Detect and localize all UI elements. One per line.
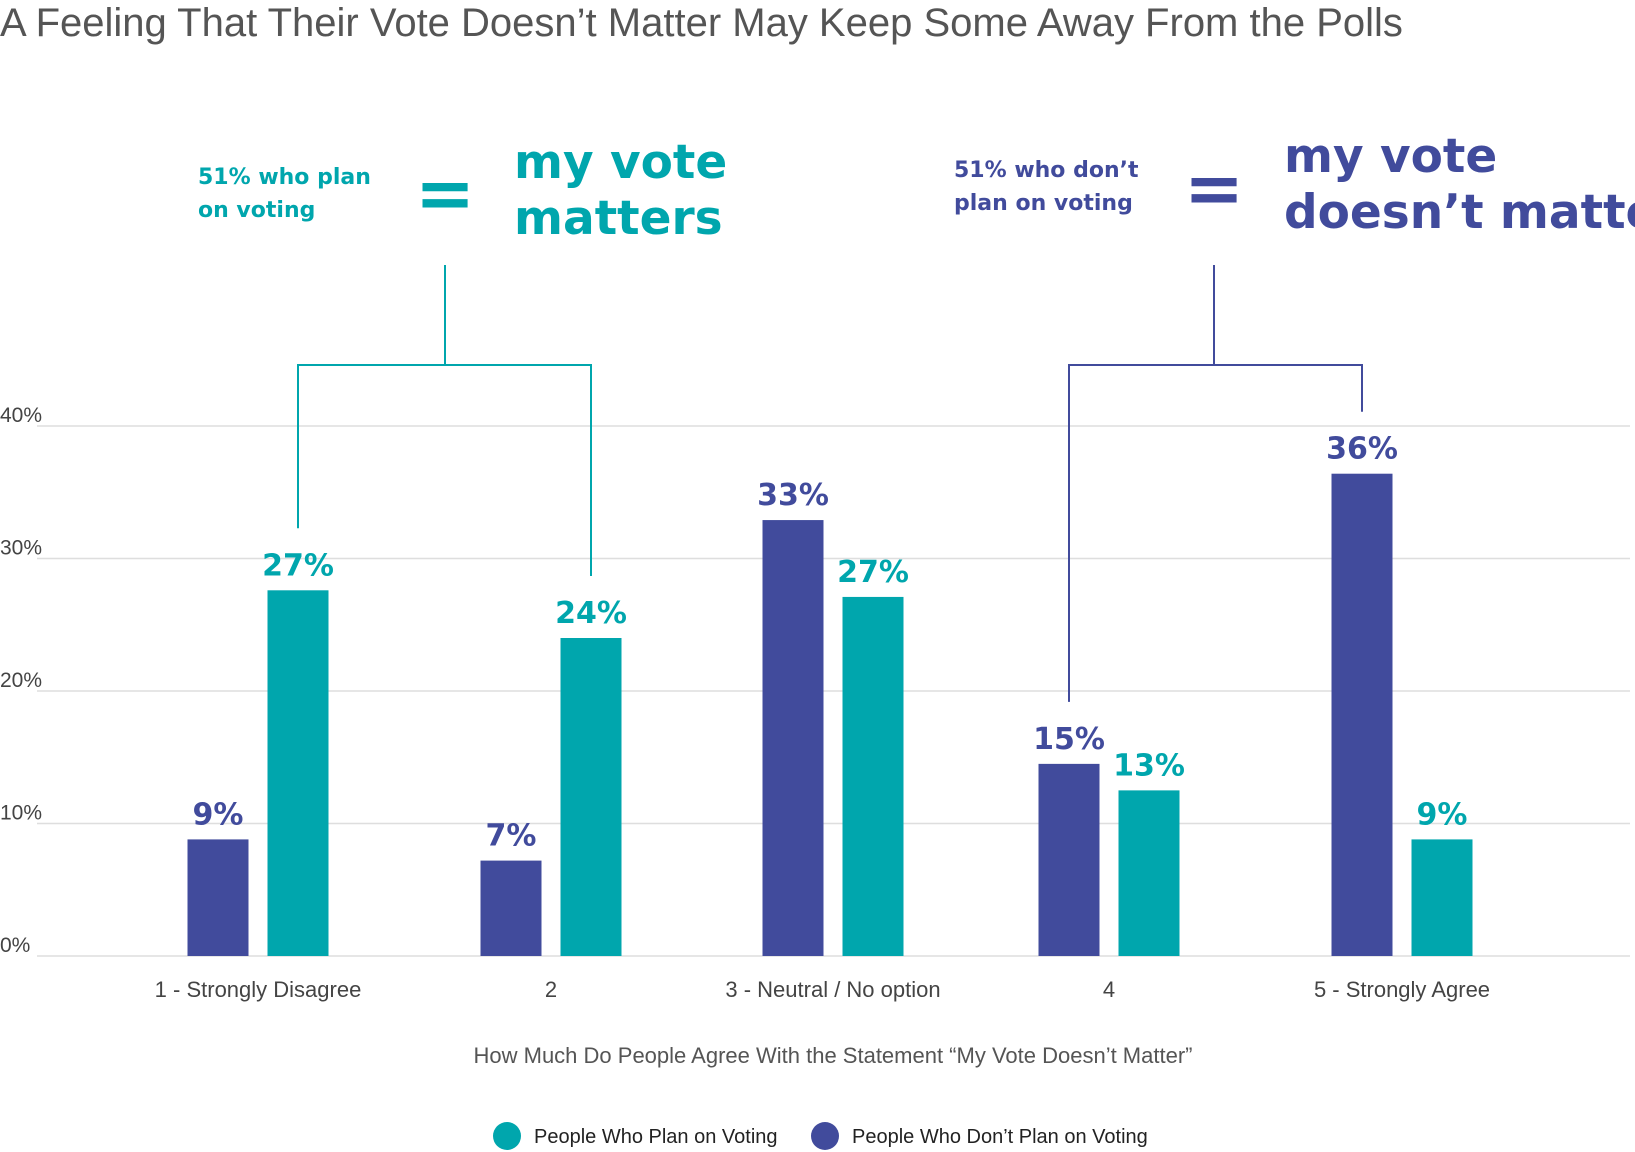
y-tick-label: 40% [0,404,42,427]
data-label: 24% [555,596,627,631]
bar [480,860,542,956]
bar [762,520,824,956]
legend-swatch [493,1122,521,1150]
annotation-text: plan on voting [954,191,1133,216]
annotation-headline: matters [514,191,723,246]
y-tick-label: 20% [0,669,42,692]
bar [842,596,904,956]
x-tick-label: 3 - Neutral / No option [725,977,940,1002]
annotation-headline: my vote [514,135,727,190]
data-label: 15% [1033,722,1105,757]
bracket [1068,364,1363,702]
legend-label: People Who Plan on Voting [534,1126,778,1148]
bracket [297,364,592,576]
y-tick-label: 30% [0,537,42,560]
legend-swatch [811,1122,839,1150]
annotation-headline: my vote [1284,129,1497,184]
data-label: 36% [1326,432,1398,467]
data-label: 33% [757,478,829,513]
x-tick-label: 2 [545,977,557,1002]
bars: 9% 27% 7% 24% 33% 27% 15%13% 36% 9% [187,432,1473,956]
x-tick-label: 5 - Strongly Agree [1314,977,1490,1002]
data-label: 27% [262,548,334,583]
bar [267,590,329,956]
bar [1118,790,1180,956]
annotation-text: 51% who don’t [954,158,1139,183]
data-label: 9% [193,797,244,832]
legend-label: People Who Don’t Plan on Voting [852,1126,1148,1148]
data-label: 9% [1417,797,1468,832]
bar [1331,473,1393,956]
x-tick-label: 4 [1103,977,1115,1002]
bar [560,638,622,956]
annotation-text: 51% who plan [198,165,371,190]
x-axis-label: How Much Do People Agree With the Statem… [474,1043,1193,1068]
bar [187,839,249,956]
annotation-headline: doesn’t matter [1284,185,1635,240]
y-tick-label: 0% [0,934,30,957]
chart-title: A Feeling That Their Vote Doesn’t Matter… [0,1,1403,45]
annotation-text: on voting [198,198,315,223]
data-label: 13% [1113,748,1185,783]
x-tick-label: 1 - Strongly Disagree [155,977,362,1002]
equals-sign: = [1184,146,1244,230]
x-axis: 1 - Strongly Disagree 2 3 - Neutral / No o… [155,977,1490,1002]
data-label: 27% [837,555,909,590]
data-label: 7% [486,819,537,854]
legend: People Who Plan on Voting People Who Don’… [493,1122,1148,1150]
bar [1411,839,1473,956]
bar [1038,763,1100,956]
y-axis: 0% 10% 20% 30% 40% [0,404,42,957]
y-tick-label: 10% [0,802,42,825]
equals-sign: = [415,151,475,235]
